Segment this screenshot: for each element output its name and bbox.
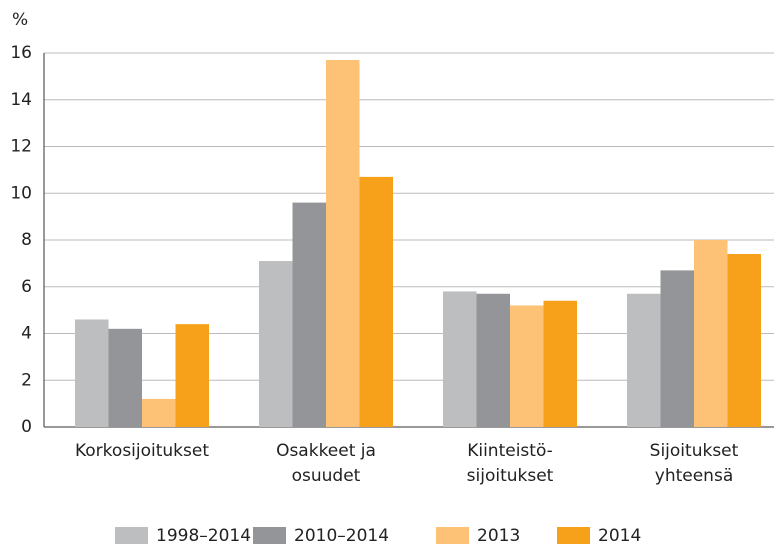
y-tick-label: 8 bbox=[21, 230, 32, 250]
bar bbox=[727, 254, 761, 427]
bar bbox=[75, 319, 109, 427]
legend-label: 1998–2014 bbox=[156, 526, 251, 546]
x-tick-label: Kiinteistö-sijoitukset bbox=[467, 441, 554, 486]
bar bbox=[108, 328, 142, 427]
y-tick-label: 0 bbox=[21, 417, 32, 437]
y-tick-label: 10 bbox=[10, 183, 32, 203]
legend-swatch bbox=[436, 527, 469, 544]
y-tick-label: 12 bbox=[10, 137, 32, 157]
bar bbox=[476, 293, 510, 427]
legend-label: 2013 bbox=[477, 526, 520, 546]
bar bbox=[443, 291, 477, 427]
legend-label: 2010–2014 bbox=[294, 526, 389, 546]
bar bbox=[142, 398, 176, 427]
legend-label: 2014 bbox=[598, 526, 641, 546]
y-tick-label: 16 bbox=[10, 43, 32, 63]
y-tick-label: 6 bbox=[21, 277, 32, 297]
bar bbox=[175, 324, 209, 427]
bar bbox=[292, 202, 326, 427]
bar bbox=[627, 293, 661, 427]
y-tick-label: 14 bbox=[10, 90, 32, 110]
y-tick-label: 2 bbox=[21, 370, 32, 390]
bar bbox=[359, 176, 393, 427]
legend-swatch bbox=[557, 527, 590, 544]
y-axis-label: % bbox=[12, 10, 28, 30]
bar bbox=[694, 240, 728, 427]
bar bbox=[510, 305, 544, 427]
y-tick-label: 4 bbox=[21, 324, 32, 344]
legend-swatch bbox=[115, 527, 148, 544]
bar bbox=[660, 270, 694, 427]
x-tick-label: Osakkeet ja osuudet bbox=[276, 441, 376, 486]
legend-swatch bbox=[253, 527, 286, 544]
bar bbox=[259, 261, 293, 427]
x-tick-label: Korkosijoitukset bbox=[75, 441, 209, 461]
x-tick-label: Sijoitukset yhteensä bbox=[650, 441, 739, 486]
bar bbox=[326, 60, 360, 427]
bar bbox=[543, 300, 577, 427]
